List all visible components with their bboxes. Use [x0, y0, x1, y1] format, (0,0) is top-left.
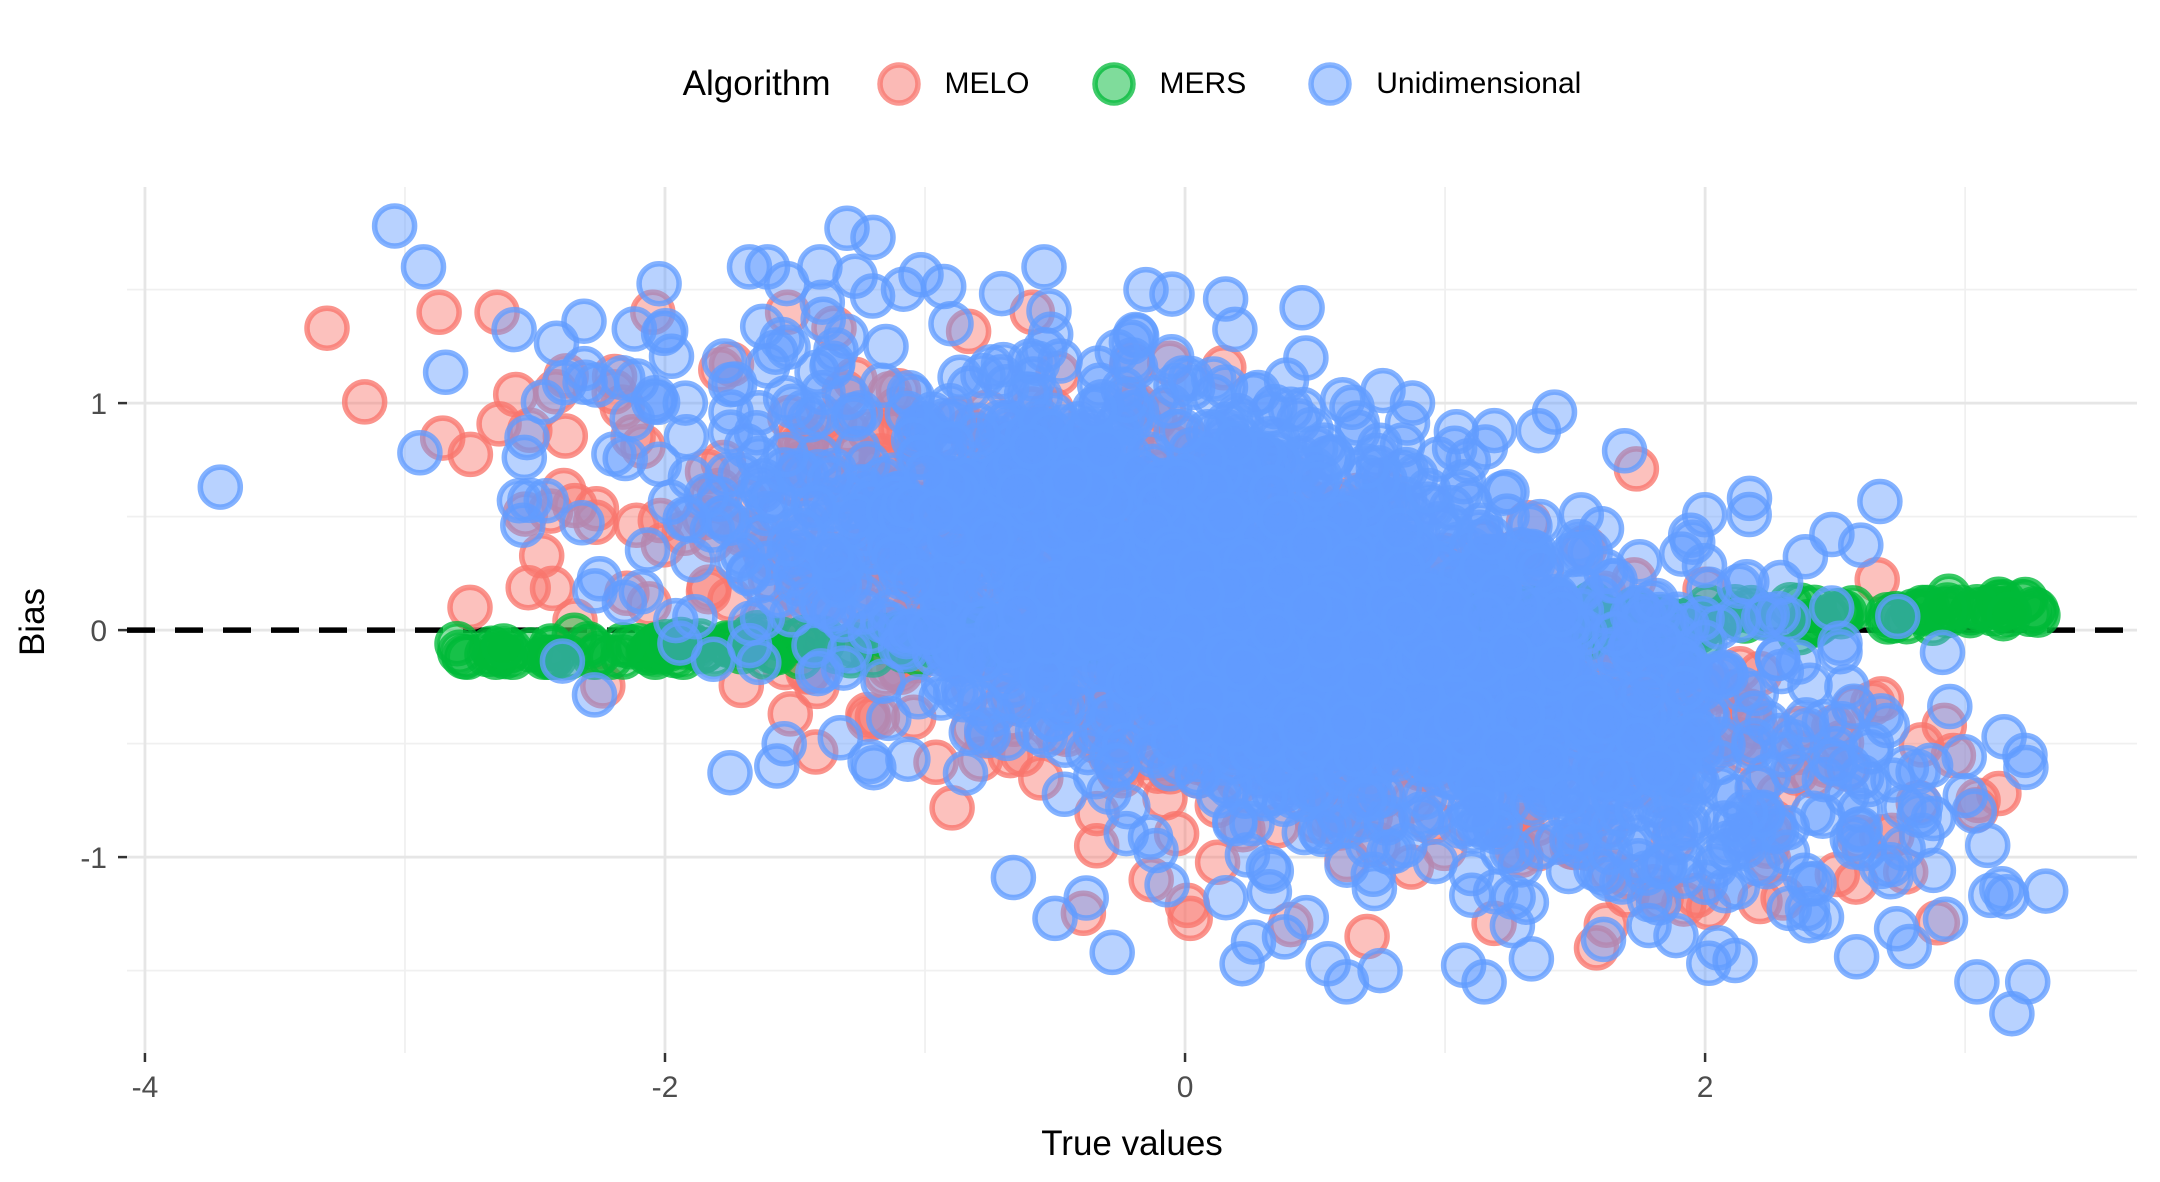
legend-title: Algorithm: [682, 64, 831, 103]
legend-label-mers: MERS: [1159, 67, 1247, 100]
legend-item-unidimensional: Unidimensional: [1304, 58, 1581, 110]
x-tick-label: -4: [132, 1071, 159, 1104]
mers-point-icon: [1091, 62, 1136, 106]
legend-item-melo: MELO: [873, 58, 1030, 110]
y-axis-title: Bias: [13, 588, 52, 656]
melo-point-icon: [876, 62, 921, 106]
legend-label-unidimensional: Unidimensional: [1376, 67, 1582, 100]
x-axis-title: True values: [1041, 1124, 1223, 1163]
y-tick-label: -1: [80, 842, 107, 875]
x-tick-label: 0: [1177, 1071, 1194, 1104]
y-tick-label: 0: [90, 615, 107, 648]
axis-tick-marks: [118, 401, 1707, 1062]
unidimensional-point-icon: [1308, 62, 1352, 106]
y-tick-label: 1: [90, 388, 107, 421]
legend: Algorithm MELO MERS Unidimensional: [127, 36, 2137, 132]
data-points-layer: [197, 203, 2069, 1037]
x-tick-label: 2: [1697, 1071, 1714, 1104]
legend-item-mers: MERS: [1088, 58, 1247, 110]
axis-tick-labels: -4 -2 0 2 -1 0 1: [80, 388, 1713, 1104]
legend-label-melo: MELO: [944, 67, 1030, 100]
series-group-Unidimensional: [197, 203, 2069, 1037]
x-tick-label: -2: [652, 1071, 679, 1104]
